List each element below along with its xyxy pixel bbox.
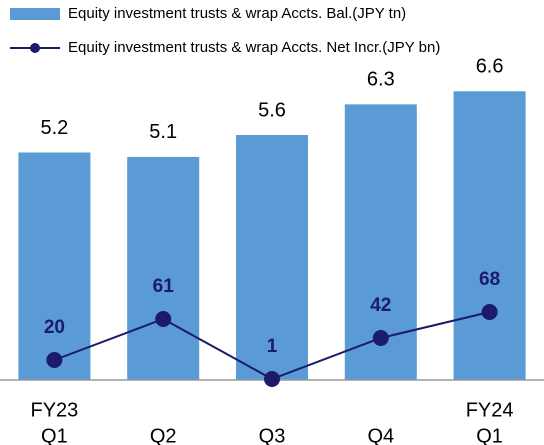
line-value-label: 1 (267, 336, 278, 357)
bar (236, 135, 308, 380)
line-marker (264, 371, 280, 387)
bar-value-label: 5.6 (258, 99, 286, 121)
bar-value-label: 5.2 (40, 117, 68, 139)
bar (453, 91, 526, 380)
line-value-label: 68 (479, 269, 500, 290)
legend-label: Equity investment trusts & wrap Accts. B… (68, 5, 406, 22)
x-tick-label: Q1 (41, 425, 68, 445)
bar-value-label: 6.6 (476, 56, 504, 78)
x-tick-label: FY24 (466, 399, 514, 421)
line-marker (481, 304, 498, 320)
x-tick-label: Q3 (259, 425, 286, 445)
bar-value-label: 6.3 (367, 69, 395, 91)
bar-value-label: 5.1 (149, 121, 177, 143)
x-tick-label: Q1 (476, 425, 503, 445)
bar (127, 156, 200, 380)
legend-marker (30, 43, 40, 53)
line-marker (372, 330, 389, 346)
x-tick-label: Q4 (367, 425, 394, 445)
x-tick-label: Q2 (150, 425, 177, 445)
line-marker (155, 311, 172, 327)
legend-swatch (10, 8, 60, 20)
line-marker (46, 352, 63, 368)
bar (18, 152, 91, 380)
line-value-label: 42 (370, 295, 391, 316)
legend-label: Equity investment trusts & wrap Accts. N… (68, 39, 440, 56)
line-value-label: 61 (153, 276, 175, 297)
line-value-label: 20 (44, 317, 65, 338)
x-tick-label: FY23 (30, 399, 78, 421)
